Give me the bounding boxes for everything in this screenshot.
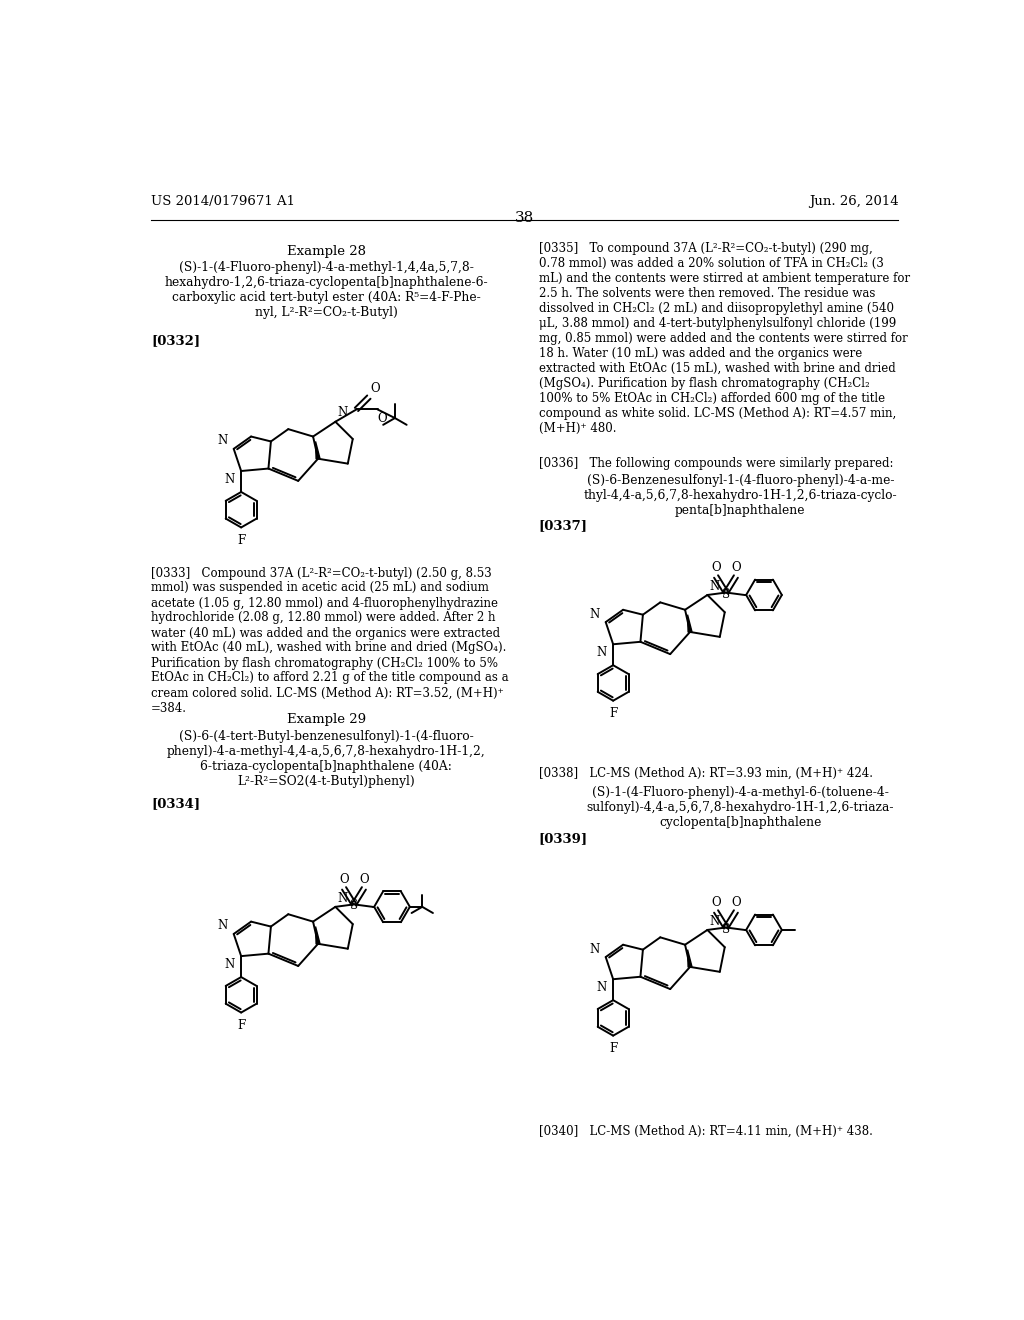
Text: [0339]: [0339] bbox=[539, 832, 588, 845]
Text: F: F bbox=[237, 533, 246, 546]
Text: N: N bbox=[597, 645, 607, 659]
Text: (S)-6-(4-tert-Butyl-benzenesulfonyl)-1-(4-fluoro-
phenyl)-4-a-methyl-4,4-a,5,6,7: (S)-6-(4-tert-Butyl-benzenesulfonyl)-1-(… bbox=[167, 730, 485, 788]
Text: [0332]: [0332] bbox=[152, 334, 201, 347]
Text: O: O bbox=[378, 412, 387, 425]
Text: O: O bbox=[712, 896, 721, 909]
Text: N: N bbox=[589, 607, 599, 620]
Text: O: O bbox=[731, 896, 740, 909]
Text: S: S bbox=[722, 923, 730, 936]
Text: Jun. 26, 2014: Jun. 26, 2014 bbox=[809, 195, 898, 209]
Text: N: N bbox=[217, 920, 227, 932]
Polygon shape bbox=[687, 949, 692, 968]
Text: (S)-6-Benzenesulfonyl-1-(4-fluoro-phenyl)-4-a-me-
thyl-4,4-a,5,6,7,8-hexahydro-1: (S)-6-Benzenesulfonyl-1-(4-fluoro-phenyl… bbox=[584, 474, 897, 517]
Text: [0336]   The following compounds were similarly prepared:: [0336] The following compounds were simi… bbox=[539, 457, 893, 470]
Text: [0333]   Compound 37A (L²-R²=CO₂-t-butyl) (2.50 g, 8.53
mmol) was suspended in a: [0333] Compound 37A (L²-R²=CO₂-t-butyl) … bbox=[152, 566, 509, 714]
Text: US 2014/0179671 A1: US 2014/0179671 A1 bbox=[152, 195, 295, 209]
Text: (S)-1-(4-Fluoro-phenyl)-4-a-methyl-1,4,4a,5,7,8-
hexahydro-1,2,6-triaza-cyclopen: (S)-1-(4-Fluoro-phenyl)-4-a-methyl-1,4,4… bbox=[165, 261, 488, 319]
Text: (S)-1-(4-Fluoro-phenyl)-4-a-methyl-6-(toluene-4-
sulfonyl)-4,4-a,5,6,7,8-hexahyd: (S)-1-(4-Fluoro-phenyl)-4-a-methyl-6-(to… bbox=[587, 785, 894, 829]
Text: Example 29: Example 29 bbox=[287, 713, 366, 726]
Text: N: N bbox=[709, 579, 719, 593]
Text: O: O bbox=[371, 381, 380, 395]
Text: N: N bbox=[217, 434, 227, 447]
Text: N: N bbox=[709, 915, 719, 928]
Polygon shape bbox=[687, 615, 692, 632]
Text: F: F bbox=[609, 1041, 617, 1055]
Text: S: S bbox=[350, 899, 358, 912]
Text: O: O bbox=[731, 561, 740, 574]
Text: N: N bbox=[597, 981, 607, 994]
Text: N: N bbox=[224, 958, 234, 970]
Text: [0337]: [0337] bbox=[539, 519, 588, 532]
Text: [0338]   LC-MS (Method A): RT=3.93 min, (M+H)⁺ 424.: [0338] LC-MS (Method A): RT=3.93 min, (M… bbox=[539, 767, 872, 780]
Text: [0340]   LC-MS (Method A): RT=4.11 min, (M+H)⁺ 438.: [0340] LC-MS (Method A): RT=4.11 min, (M… bbox=[539, 1125, 872, 1138]
Text: S: S bbox=[722, 587, 730, 601]
Text: N: N bbox=[589, 942, 599, 956]
Text: F: F bbox=[609, 706, 617, 719]
Text: N: N bbox=[224, 473, 234, 486]
Text: N: N bbox=[337, 891, 347, 904]
Text: O: O bbox=[339, 873, 349, 886]
Polygon shape bbox=[315, 441, 319, 459]
Polygon shape bbox=[315, 927, 319, 944]
Text: [0334]: [0334] bbox=[152, 797, 201, 810]
Text: O: O bbox=[359, 873, 369, 886]
Text: 38: 38 bbox=[515, 211, 535, 224]
Text: F: F bbox=[237, 1019, 246, 1032]
Text: N: N bbox=[337, 407, 347, 420]
Text: O: O bbox=[712, 561, 721, 574]
Text: [0335]   To compound 37A (L²-R²=CO₂-t-butyl) (290 mg,
0.78 mmol) was added a 20%: [0335] To compound 37A (L²-R²=CO₂-t-buty… bbox=[539, 242, 910, 434]
Text: Example 28: Example 28 bbox=[287, 244, 366, 257]
